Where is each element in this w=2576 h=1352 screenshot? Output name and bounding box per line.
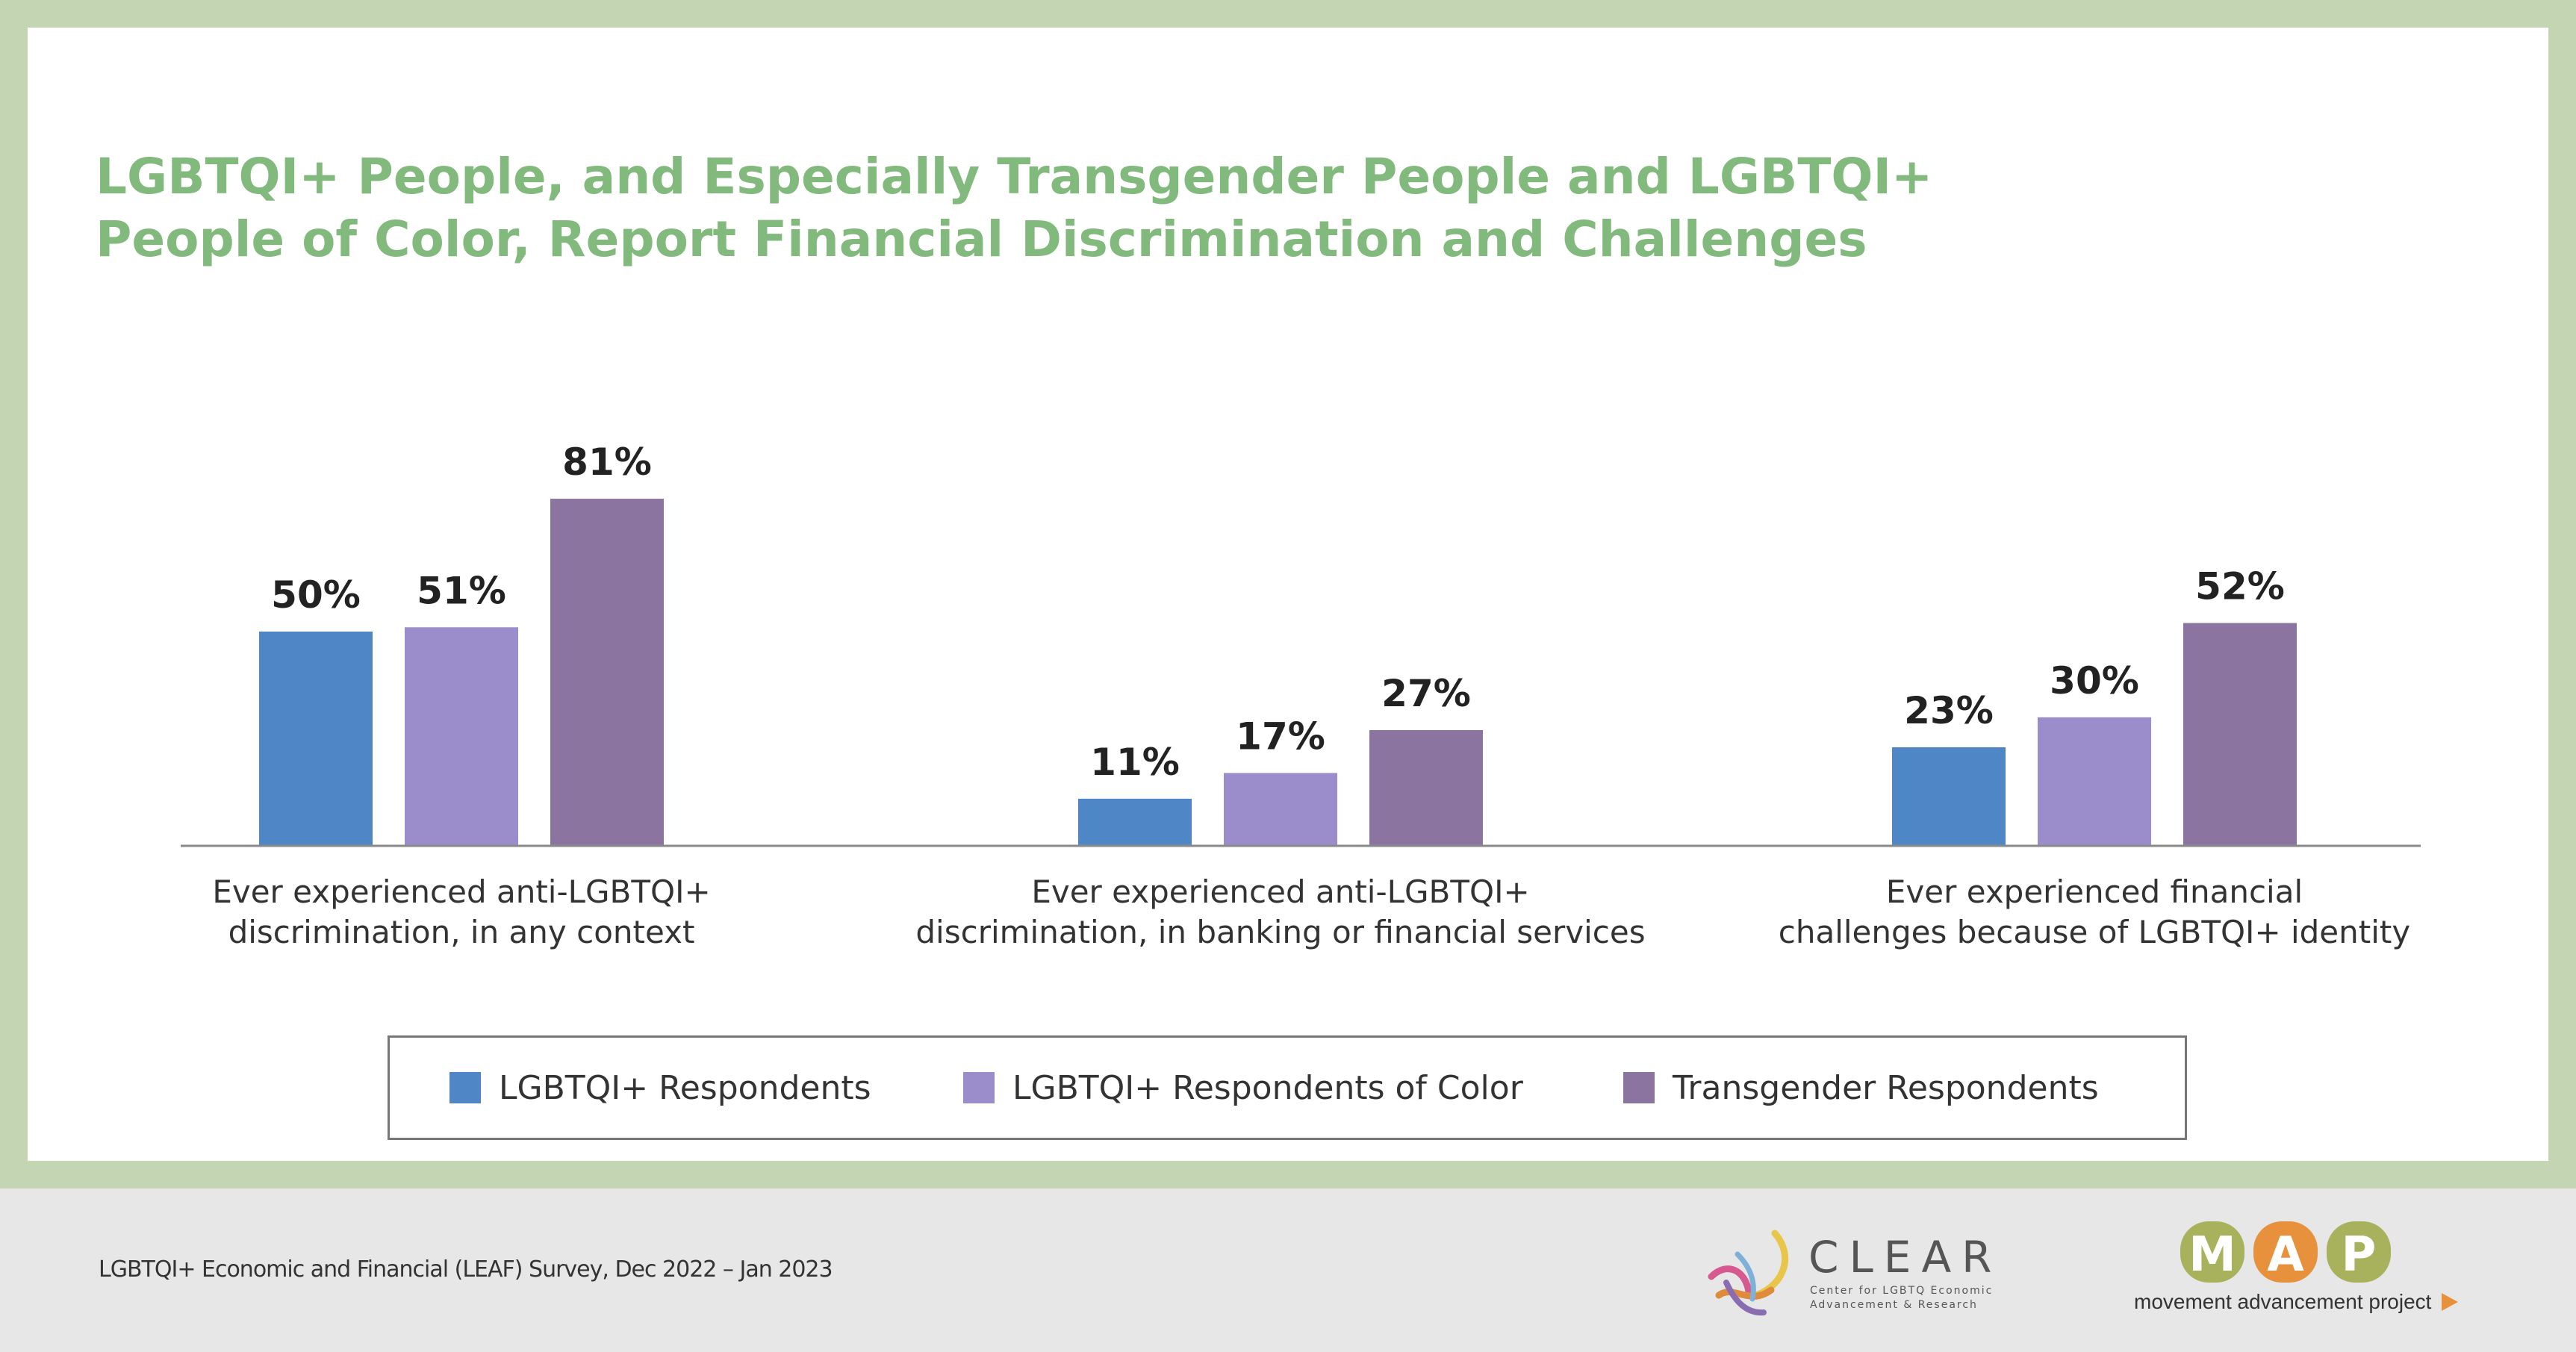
bar-lgbtqi-respondents-of-color-1 [405, 627, 518, 846]
chart-title: LGBTQI+ People, and Especially Transgend… [96, 148, 1933, 268]
category-label: Ever experienced anti-LGBTQI+ discriminat… [907, 872, 1654, 953]
legend-item-respondents-of-color: LGBTQI+ Respondents of Color [963, 1038, 1523, 1138]
data-label: 11% [1090, 741, 1180, 784]
bar-lgbtqi-respondents-2 [1078, 798, 1192, 846]
category-label-line: Ever experienced anti-LGBTQI+ [212, 873, 711, 910]
clear-wordmark: CLEAR [1808, 1232, 2003, 1283]
data-label: 52% [2195, 565, 2285, 608]
legend-swatch [963, 1072, 995, 1103]
legend-label: LGBTQI+ Respondents of Color [1012, 1068, 1523, 1107]
map-letter: P [2342, 1227, 2377, 1283]
legend-label: LGBTQI+ Respondents [499, 1068, 871, 1107]
clear-subtitle: Center for LGBTQ Economic Advancement & … [1810, 1285, 1994, 1311]
map-tagline: movement advancement project [2134, 1290, 2459, 1314]
legend-swatch [449, 1072, 481, 1103]
clear-emblem-icon [1708, 1230, 1789, 1316]
category-label-line: discrimination, in banking or financial … [915, 914, 1646, 950]
category-label-line: discrimination, in any context [228, 914, 695, 950]
category-label: Ever experienced financial challenges bec… [1721, 872, 2468, 953]
map-letter: M [2188, 1227, 2236, 1283]
bar-lgbtqi-respondents-1 [259, 632, 373, 846]
data-label: 50% [271, 573, 361, 617]
clear-logo: CLEAR Center for LGBTQ Economic Advancem… [1704, 1224, 2003, 1321]
bar-transgender-respondents-3 [2183, 623, 2297, 846]
data-label: 17% [1236, 714, 1325, 758]
legend-swatch [1623, 1072, 1655, 1103]
chart-legend: LGBTQI+ Respondents LGBTQI+ Respondents … [388, 1035, 2187, 1140]
bar-transgender-respondents-1 [550, 499, 664, 846]
bar-transgender-respondents-2 [1369, 730, 1483, 846]
map-letter: A [2267, 1227, 2304, 1283]
category-label: Ever experienced anti-LGBTQI+ discriminat… [88, 872, 835, 953]
data-label: 23% [1904, 689, 1994, 732]
source-note: LGBTQI+ Economic and Financial (LEAF) Su… [99, 1256, 833, 1283]
chart-panel [28, 28, 2548, 1161]
legend-label: Transgender Respondents [1673, 1068, 2099, 1107]
legend-item-lgbtqi-respondents: LGBTQI+ Respondents [449, 1038, 871, 1138]
play-arrow-icon [2442, 1293, 2459, 1311]
category-label-line: Ever experienced anti-LGBTQI+ [1031, 873, 1530, 910]
data-label: 27% [1381, 672, 1471, 715]
bar-lgbtqi-respondents-of-color-3 [2038, 717, 2151, 846]
category-label-line: challenges because of LGBTQI+ identity [1778, 914, 2411, 950]
category-label-line: Ever experienced financial [1885, 873, 2303, 910]
data-label: 30% [2050, 659, 2139, 703]
data-label: 51% [417, 569, 506, 612]
data-label: 81% [562, 440, 652, 484]
bar-chart: 50% 51% 81% 11% 17% 27% 23% 30% 52% [181, 440, 2421, 847]
bar-lgbtqi-respondents-of-color-2 [1224, 773, 1337, 846]
legend-item-transgender-respondents: Transgender Respondents [1623, 1038, 2099, 1138]
map-logo: M A P movement advancement project [2128, 1217, 2464, 1321]
footer-bar [0, 1189, 2576, 1352]
bar-lgbtqi-respondents-3 [1892, 747, 2006, 846]
map-letters-icon: M A P [2180, 1221, 2391, 1283]
